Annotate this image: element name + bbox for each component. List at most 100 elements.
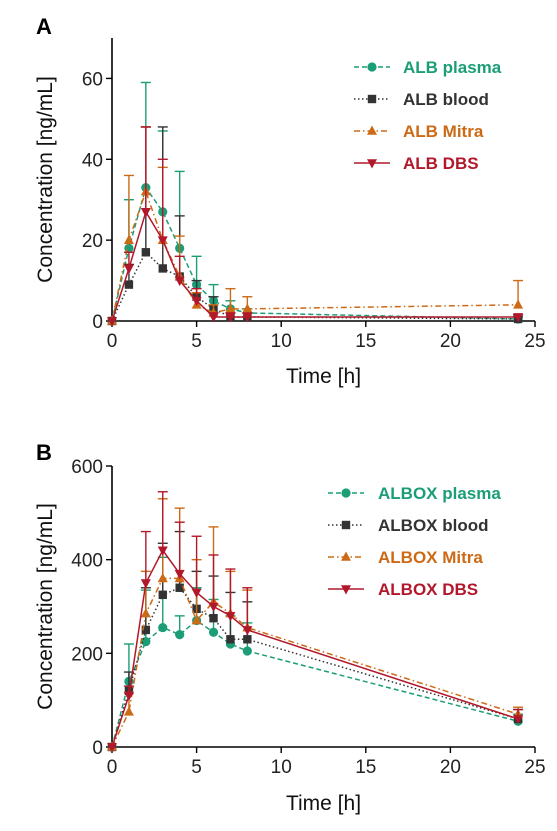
y-tick-label: 40: [82, 150, 103, 171]
legend-marker: [341, 520, 351, 530]
legend-entry: ALB DBS: [354, 154, 479, 173]
series-line: [111, 619, 519, 748]
legend-label: ALB plasma: [403, 58, 502, 77]
legend-marker: [367, 94, 377, 104]
data-point: [158, 622, 168, 633]
data-point: [141, 625, 151, 635]
panel-a-letter: A: [36, 14, 52, 39]
series-alb-plasma: [107, 81, 524, 326]
data-point: [191, 615, 202, 625]
data-point: [242, 626, 253, 636]
x-tick-label: 10: [271, 331, 292, 352]
data-point: [140, 608, 151, 618]
series-line: [111, 189, 519, 322]
series-line: [111, 209, 519, 322]
legend-entry: ALBOX DBS: [328, 580, 478, 599]
data-point: [107, 743, 117, 753]
y-tick-label: 400: [71, 551, 103, 572]
y-tick-label: 60: [82, 69, 103, 90]
x-tick-label: 20: [440, 757, 461, 778]
data-point: [225, 313, 236, 323]
y-axis-label: Concentration [ng/mL]: [34, 76, 57, 283]
data-point: [124, 280, 134, 289]
x-tick-label: 0: [107, 331, 118, 352]
data-point: [107, 317, 117, 327]
data-point: [513, 299, 524, 309]
data-point: [158, 264, 167, 273]
legend-entry: ALBOX blood: [328, 516, 488, 535]
series-line: [111, 548, 519, 748]
data-point: [208, 313, 219, 323]
data-point: [124, 243, 134, 253]
legend-label: ALBOX blood: [378, 516, 488, 535]
legend-entry: ALBOX Mitra: [328, 548, 483, 567]
legend-marker: [367, 125, 377, 135]
data-point: [123, 234, 134, 244]
legend-label: ALBOX Mitra: [378, 548, 483, 567]
legend-entry: ALB Mitra: [354, 122, 484, 141]
data-point: [191, 296, 202, 307]
y-tick-label: 0: [92, 738, 103, 759]
legend-entry: ALB blood: [354, 90, 489, 109]
legend-label: ALBOX DBS: [378, 580, 478, 599]
data-point: [157, 236, 168, 246]
legend-entry: ALBOX plasma: [328, 484, 501, 503]
series-line: [111, 185, 519, 322]
legend-label: ALB blood: [403, 90, 489, 109]
data-point: [141, 637, 151, 647]
data-point: [226, 635, 235, 644]
legend-marker: [341, 585, 351, 595]
x-tick-label: 5: [191, 757, 202, 778]
data-point: [175, 583, 184, 592]
data-point: [225, 303, 236, 313]
x-tick-label: 5: [191, 331, 202, 352]
x-tick-label: 15: [355, 757, 376, 778]
x-tick-label: 0: [107, 757, 118, 778]
x-axis-label: Time [h]: [286, 792, 361, 815]
y-axis-label: Concentration [ng/mL]: [34, 503, 57, 710]
data-point: [513, 715, 524, 725]
series-alb-dbs: [107, 126, 524, 327]
series-line: [111, 586, 519, 748]
panel-b: B 0 5 10 15 20 25 0 200 400 600 Time [h] Concentrat…: [34, 440, 546, 815]
x-tick-label: 20: [440, 331, 461, 352]
x-tick-label: 25: [524, 331, 545, 352]
data-point: [174, 569, 185, 580]
x-tick-label: 10: [271, 757, 292, 778]
legend-marker: [341, 551, 351, 561]
y-tick-label: 600: [71, 457, 103, 478]
data-point: [513, 313, 524, 323]
data-point: [243, 635, 252, 644]
series-line: [111, 577, 519, 748]
x-axis-label: Time [h]: [286, 365, 361, 388]
data-point: [123, 264, 134, 274]
legend-entry: ALB plasma: [354, 58, 502, 77]
data-point: [140, 208, 151, 218]
data-point: [209, 614, 218, 623]
data-point: [175, 630, 185, 640]
x-tick-label: 25: [524, 757, 545, 778]
legend-label: ALB Mitra: [403, 122, 484, 141]
data-point: [208, 602, 219, 612]
data-point: [157, 546, 168, 556]
data-point: [242, 646, 252, 656]
data-point: [157, 572, 168, 583]
data-point: [158, 590, 167, 599]
y-tick-label: 200: [71, 644, 103, 665]
data-point: [191, 588, 202, 598]
data-point: [242, 313, 253, 323]
data-point: [140, 579, 151, 589]
panel-a: A 0 5 10 15 20 25 0 20 40 60 Time [h] Concentration…: [34, 14, 546, 388]
data-point: [123, 706, 134, 716]
y-tick-label: 20: [82, 231, 103, 252]
legend-label: ALBOX plasma: [378, 484, 501, 503]
legend-label: ALB DBS: [403, 154, 479, 173]
data-point: [123, 691, 134, 701]
data-point: [174, 276, 185, 287]
legend-marker: [367, 159, 377, 169]
y-tick-label: 0: [92, 312, 103, 333]
data-point: [208, 627, 219, 637]
series-albox-mitra: [107, 498, 524, 751]
data-point: [225, 612, 236, 622]
